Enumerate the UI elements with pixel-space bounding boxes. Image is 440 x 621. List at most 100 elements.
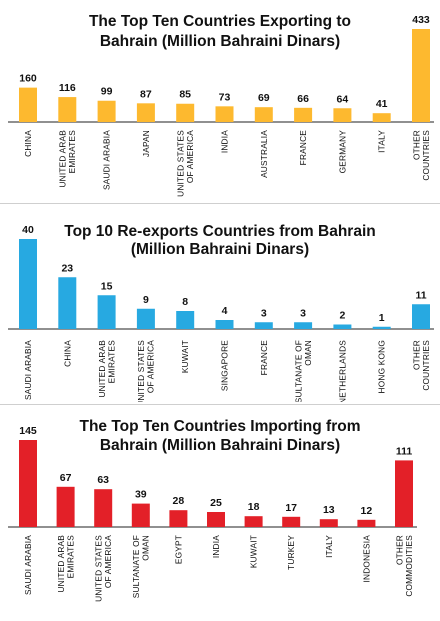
- data-label: 64: [337, 93, 349, 105]
- tick-label: SINGAPORE: [220, 340, 230, 391]
- category-label: NETHERLANDS: [337, 340, 347, 402]
- tick-label: ITALY: [377, 130, 387, 153]
- tick-label: TURKEY: [286, 535, 296, 570]
- tick-label: UNITED STATES: [175, 130, 185, 197]
- bar: [131, 503, 150, 527]
- category-label: FRANCE: [259, 340, 269, 376]
- bar: [254, 107, 273, 122]
- chart-title: Top 10 Re-exports Countries from Bahrain: [64, 223, 375, 240]
- tick-label: HONG KONG: [377, 340, 387, 393]
- bar: [97, 100, 116, 122]
- tick-label: KUWAIT: [249, 535, 259, 568]
- chart-title: Bahrain (Million Bahraini Dinars): [100, 33, 340, 50]
- bar: [97, 295, 116, 329]
- imports-from-bahrain-chart: The Top Ten Countries Importing from Bahr…: [0, 408, 440, 621]
- tick-label: OF AMERICA: [185, 130, 195, 183]
- bar: [333, 108, 352, 122]
- category-label: GERMANY: [337, 130, 347, 174]
- category-label: JAPAN: [141, 130, 151, 157]
- data-label: 1: [379, 312, 385, 324]
- category-label: UNITED ARAB EMIRATES: [97, 340, 117, 398]
- data-label: 12: [361, 505, 373, 517]
- data-label: 3: [300, 307, 306, 319]
- tick-label: EGYPT: [173, 535, 183, 564]
- tick-label: SAUDI ARABIA: [102, 130, 112, 190]
- data-label: 116: [59, 82, 76, 94]
- data-label: 67: [60, 472, 72, 484]
- imports-from-bahrain-svg: The Top Ten Countries Importing from Bahr…: [8, 418, 417, 602]
- bar: [412, 304, 430, 329]
- chart-title: The Top Ten Countries Importing from: [80, 418, 361, 435]
- bar: [372, 326, 391, 329]
- tick-label: INDIA: [220, 130, 230, 153]
- tick-label: OTHER: [394, 535, 404, 565]
- tick-label: CHINA: [23, 130, 33, 157]
- chart-divider: [0, 404, 440, 405]
- tick-label: EMIRATES: [106, 340, 116, 384]
- tick-label: EMIRATES: [65, 535, 75, 579]
- bar: [58, 97, 77, 122]
- category-label: OTHER COUNTRIES: [411, 130, 431, 181]
- tick-label: SULTANATE OF: [293, 340, 303, 402]
- category-label: OTHER COMMODITIES: [394, 535, 414, 597]
- tick-label: KUWAIT: [180, 340, 190, 373]
- chart-title: (Million Bahraini Dinars): [131, 241, 309, 258]
- category-label: CHINA: [62, 340, 72, 367]
- tick-label: COMMODITIES: [404, 535, 414, 597]
- tick-label: OF AMERICA: [103, 535, 113, 588]
- exports-to-bahrain-svg: The Top Ten Countries Exporting to Bahrai…: [8, 13, 434, 197]
- bar: [319, 519, 338, 527]
- tick-label: SAUDI ARABIA: [23, 340, 33, 400]
- data-label: 63: [97, 474, 109, 486]
- category-label: INDIA: [220, 130, 230, 153]
- category-label: UNITED STATES OF AMERICA: [175, 130, 195, 197]
- bar: [94, 489, 113, 527]
- category-label: KUWAIT: [249, 535, 259, 568]
- category-label: EGYPT: [173, 535, 183, 564]
- data-label: 25: [210, 497, 222, 509]
- data-label: 66: [297, 93, 309, 105]
- bar: [136, 308, 155, 329]
- re-exports-from-bahrain-chart: Top 10 Re-exports Countries from Bahrain…: [0, 206, 440, 402]
- tick-label: COUNTRIES: [421, 340, 431, 391]
- data-label: 69: [258, 92, 270, 104]
- bar: [412, 29, 430, 122]
- tick-label: OMAN: [303, 340, 313, 366]
- tick-label: NETHERLANDS: [337, 340, 347, 402]
- bar: [58, 277, 77, 329]
- category-label: HONG KONG: [377, 340, 387, 393]
- category-label: OTHER COUNTRIES: [411, 340, 431, 391]
- chart-divider: [0, 203, 440, 204]
- bar: [19, 239, 37, 329]
- tick-label: UNITED STATES: [136, 340, 146, 402]
- bar: [19, 87, 37, 122]
- tick-label: JAPAN: [141, 130, 151, 157]
- tick-label: EMIRATES: [67, 130, 77, 174]
- bar: [215, 320, 234, 329]
- data-label: 15: [101, 280, 113, 292]
- data-label: 23: [61, 262, 73, 274]
- data-label: 9: [143, 294, 149, 306]
- data-label: 18: [248, 501, 260, 513]
- data-label: 87: [140, 88, 152, 100]
- category-label: UNITED STATES OF AMERICA: [93, 535, 113, 602]
- data-label: 8: [182, 296, 188, 308]
- bar: [294, 107, 313, 122]
- bar: [176, 103, 195, 122]
- tick-label: OTHER: [411, 130, 421, 160]
- data-label: 17: [285, 502, 297, 514]
- chart-title: Bahrain (Million Bahraini Dinars): [100, 437, 340, 454]
- tick-label: INDIA: [211, 535, 221, 558]
- tick-label: AUSTRALIA: [259, 130, 269, 178]
- data-label: 28: [173, 495, 185, 507]
- tick-label: SULTANATE OF: [131, 535, 141, 598]
- tick-label: ITALY: [324, 535, 334, 558]
- tick-label: INDONESIA: [361, 535, 371, 583]
- tick-label: UNITED ARAB: [56, 535, 66, 593]
- bar: [294, 322, 313, 329]
- category-label: KUWAIT: [180, 340, 190, 373]
- category-label: ITALY: [377, 130, 387, 153]
- tick-label: OTHER: [411, 340, 421, 370]
- tick-label: OF AMERICA: [146, 340, 156, 393]
- category-label: INDIA: [211, 535, 221, 558]
